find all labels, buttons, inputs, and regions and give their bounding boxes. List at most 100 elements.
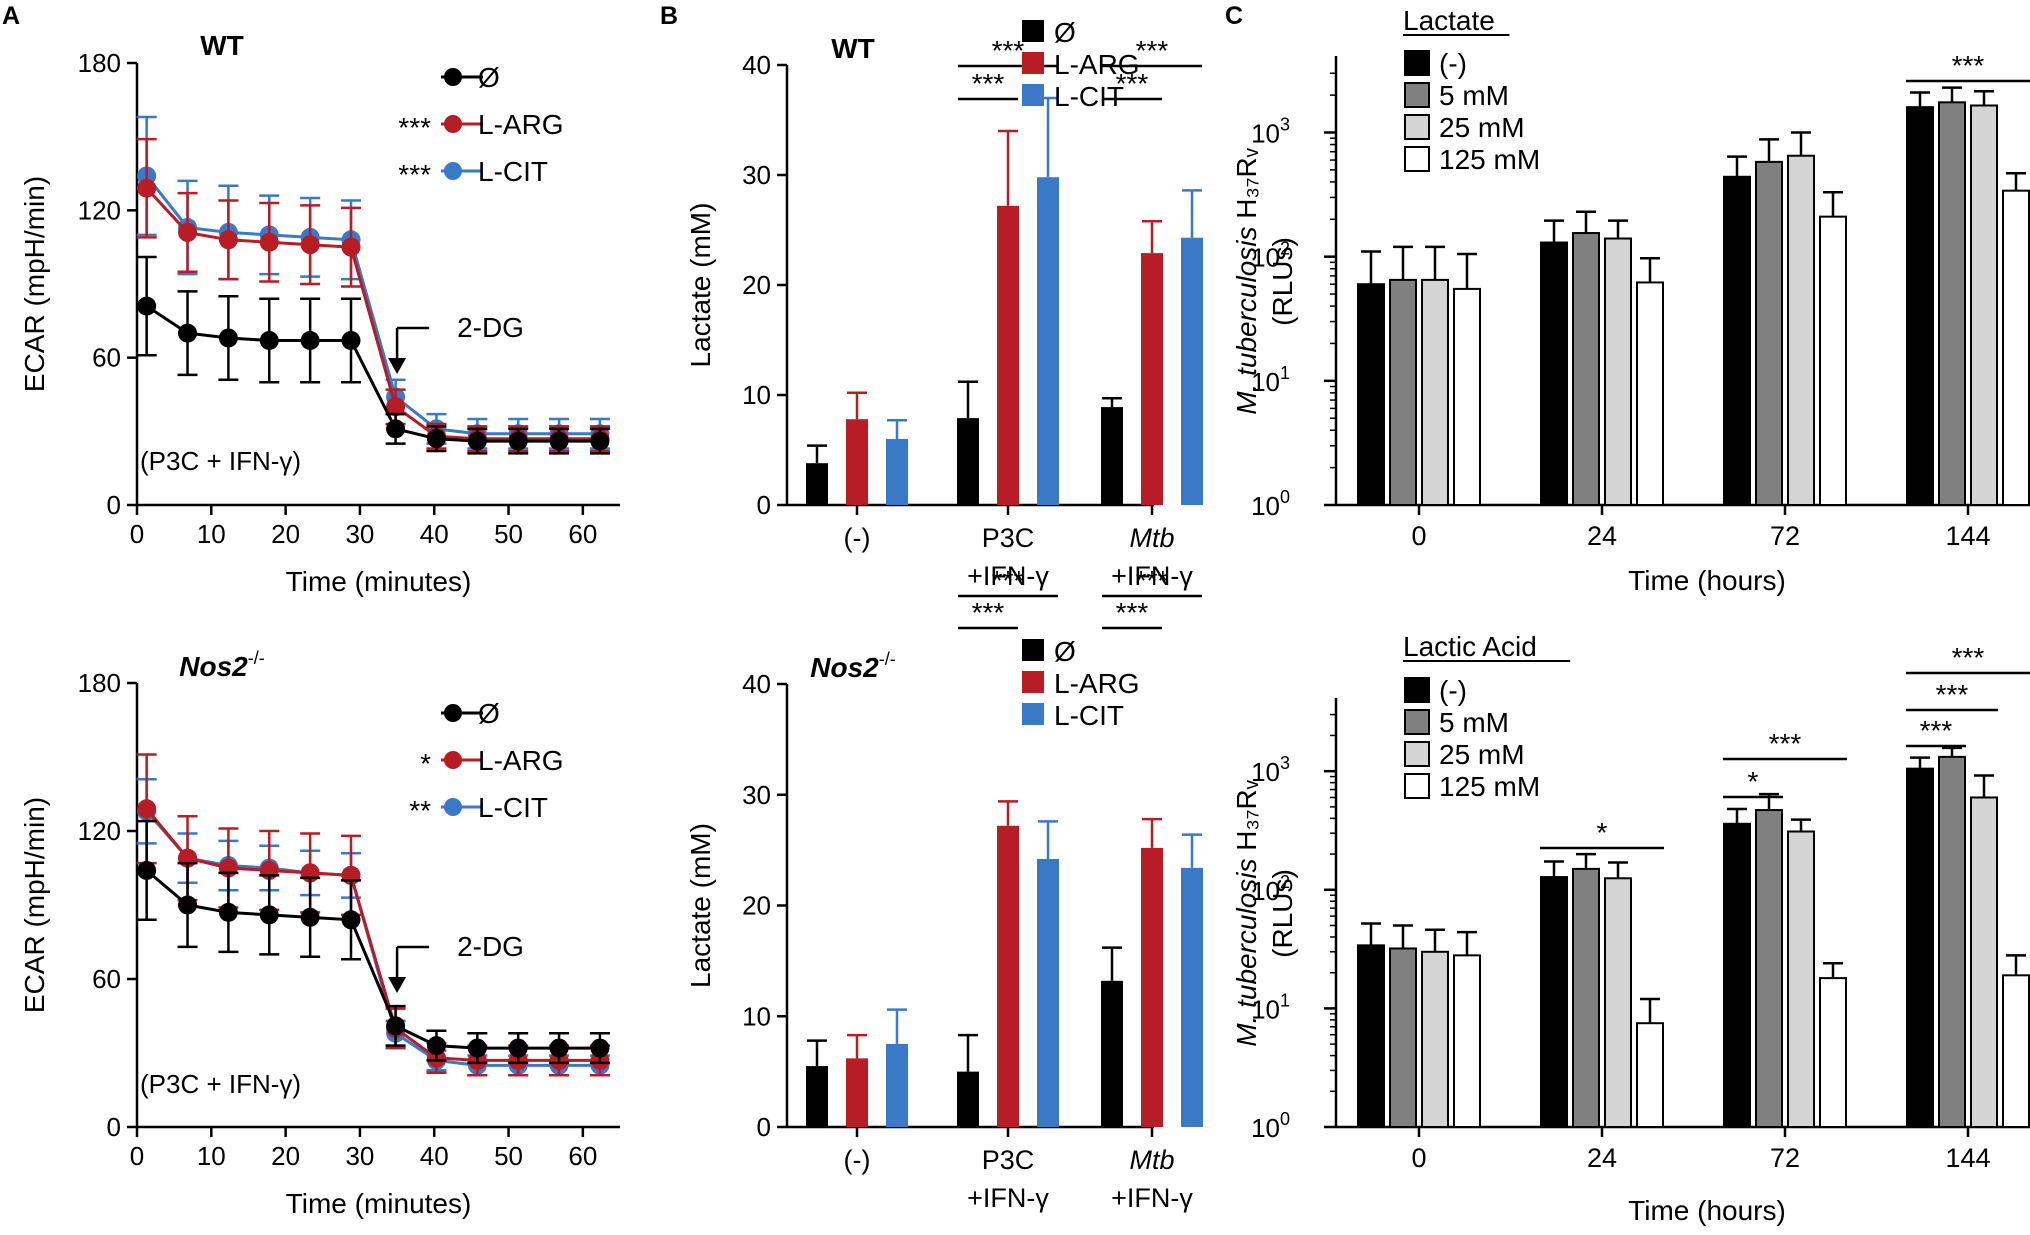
y-tick-label: 101 — [1251, 990, 1290, 1024]
data-point — [341, 910, 361, 930]
bar — [1636, 281, 1664, 506]
x-axis-title: Time (hours) — [1628, 1195, 1786, 1226]
bar — [1906, 767, 1934, 1128]
bar — [1421, 950, 1449, 1128]
x-tick-label: 24 — [1587, 1143, 1617, 1173]
x-tick-label: 72 — [1770, 1143, 1800, 1173]
y-tick-label: 0 — [107, 490, 121, 520]
x-category-label: (-) — [844, 1145, 871, 1175]
legend-label: L-ARG — [1054, 49, 1140, 80]
data-point — [259, 232, 279, 252]
x-category-label: P3C — [982, 523, 1035, 553]
y-tick-label: 20 — [742, 270, 771, 300]
y-tick-label: 120 — [78, 195, 121, 225]
significance-label: * — [1597, 817, 1608, 848]
significance-label: * — [1748, 766, 1759, 797]
bar — [1938, 101, 1966, 506]
legend-swatch — [1404, 146, 1430, 172]
y-tick-label: 120 — [78, 816, 121, 846]
legend-label: 25 mM — [1439, 739, 1525, 770]
legend-swatch — [1022, 20, 1044, 42]
legend-label: Ø — [478, 62, 500, 93]
bar — [1970, 104, 1998, 506]
data-point — [508, 1038, 528, 1058]
chart-title: Nos2-/- — [810, 649, 895, 683]
x-tick-label: 20 — [271, 1141, 300, 1171]
legend-marker — [444, 798, 462, 816]
legend-marker — [444, 751, 462, 769]
y-tick-label: 0 — [107, 1112, 121, 1142]
chart-title: WT — [831, 33, 875, 64]
bar — [1787, 830, 1815, 1128]
y-axis-title-units: (RLUs) — [1267, 869, 1298, 958]
legend-label: (-) — [1439, 48, 1467, 79]
bar — [1037, 177, 1059, 505]
legend-label: L-ARG — [478, 745, 564, 776]
bar — [957, 1071, 979, 1127]
data-point — [467, 1038, 487, 1058]
y-tick-label: 102 — [1251, 872, 1290, 906]
x-tick-label: 0 — [130, 519, 144, 549]
bar — [1389, 947, 1417, 1128]
chart-title: Lactate — [1403, 5, 1495, 36]
legend-label: 5 mM — [1439, 80, 1509, 111]
bar — [1357, 944, 1385, 1129]
bar — [1572, 867, 1600, 1129]
legend-label: 125 mM — [1439, 771, 1540, 802]
x-category-label: (-) — [844, 523, 871, 553]
x-tick-label: 24 — [1587, 521, 1617, 551]
data-point — [300, 235, 320, 255]
bar — [1723, 822, 1751, 1128]
legend-swatch — [1404, 677, 1430, 703]
condition-annotation: (P3C + IFN-γ) — [140, 1069, 301, 1099]
legend-label: (-) — [1439, 675, 1467, 706]
data-point — [549, 1038, 569, 1058]
x-category-label: +IFN-γ — [1111, 1183, 1193, 1213]
bar — [1181, 237, 1203, 505]
series-line — [145, 807, 600, 1062]
legend-significance: *** — [398, 112, 431, 143]
bar — [1389, 278, 1417, 507]
y-tick-label: 180 — [78, 668, 121, 698]
chart-title: WT — [200, 30, 244, 61]
series-line — [145, 175, 600, 436]
bar — [1421, 278, 1449, 507]
x-tick-label: 40 — [420, 519, 449, 549]
bar — [886, 1043, 908, 1127]
bar — [1141, 847, 1163, 1127]
data-point — [259, 905, 279, 925]
x-tick-label: 144 — [1945, 1143, 1990, 1173]
data-point — [137, 799, 157, 819]
y-tick-label: 60 — [92, 964, 121, 994]
y-axis-title: Lactate (mM) — [685, 823, 716, 988]
legend-label: Ø — [1054, 17, 1076, 48]
y-tick-label: 0 — [757, 490, 771, 520]
x-tick-label: 0 — [1411, 1143, 1426, 1173]
y-tick-label: 103 — [1251, 753, 1290, 787]
legend-significance: ** — [409, 795, 431, 826]
x-tick-label: 10 — [197, 519, 226, 549]
x-tick-label: 60 — [568, 1141, 597, 1171]
data-point — [218, 230, 238, 250]
legend-marker — [444, 115, 462, 133]
significance-label: *** — [1769, 728, 1802, 759]
bar — [2002, 974, 2030, 1129]
data-point — [386, 1016, 406, 1036]
bar — [1572, 232, 1600, 506]
y-tick-label: 40 — [742, 669, 771, 699]
y-tick-label: 30 — [742, 780, 771, 810]
bar — [1540, 241, 1568, 506]
bar — [1101, 407, 1123, 505]
bar — [1906, 106, 1934, 507]
y-tick-label: 30 — [742, 160, 771, 190]
data-point — [178, 895, 198, 915]
legend-swatch — [1404, 50, 1430, 76]
x-category-label: +IFN-γ — [967, 1183, 1049, 1213]
y-axis-title: Lactate (mM) — [685, 203, 716, 368]
bar — [806, 463, 828, 505]
y-tick-label: 60 — [92, 343, 121, 373]
significance-label: *** — [1952, 642, 1985, 673]
y-tick-label: 101 — [1251, 363, 1290, 397]
